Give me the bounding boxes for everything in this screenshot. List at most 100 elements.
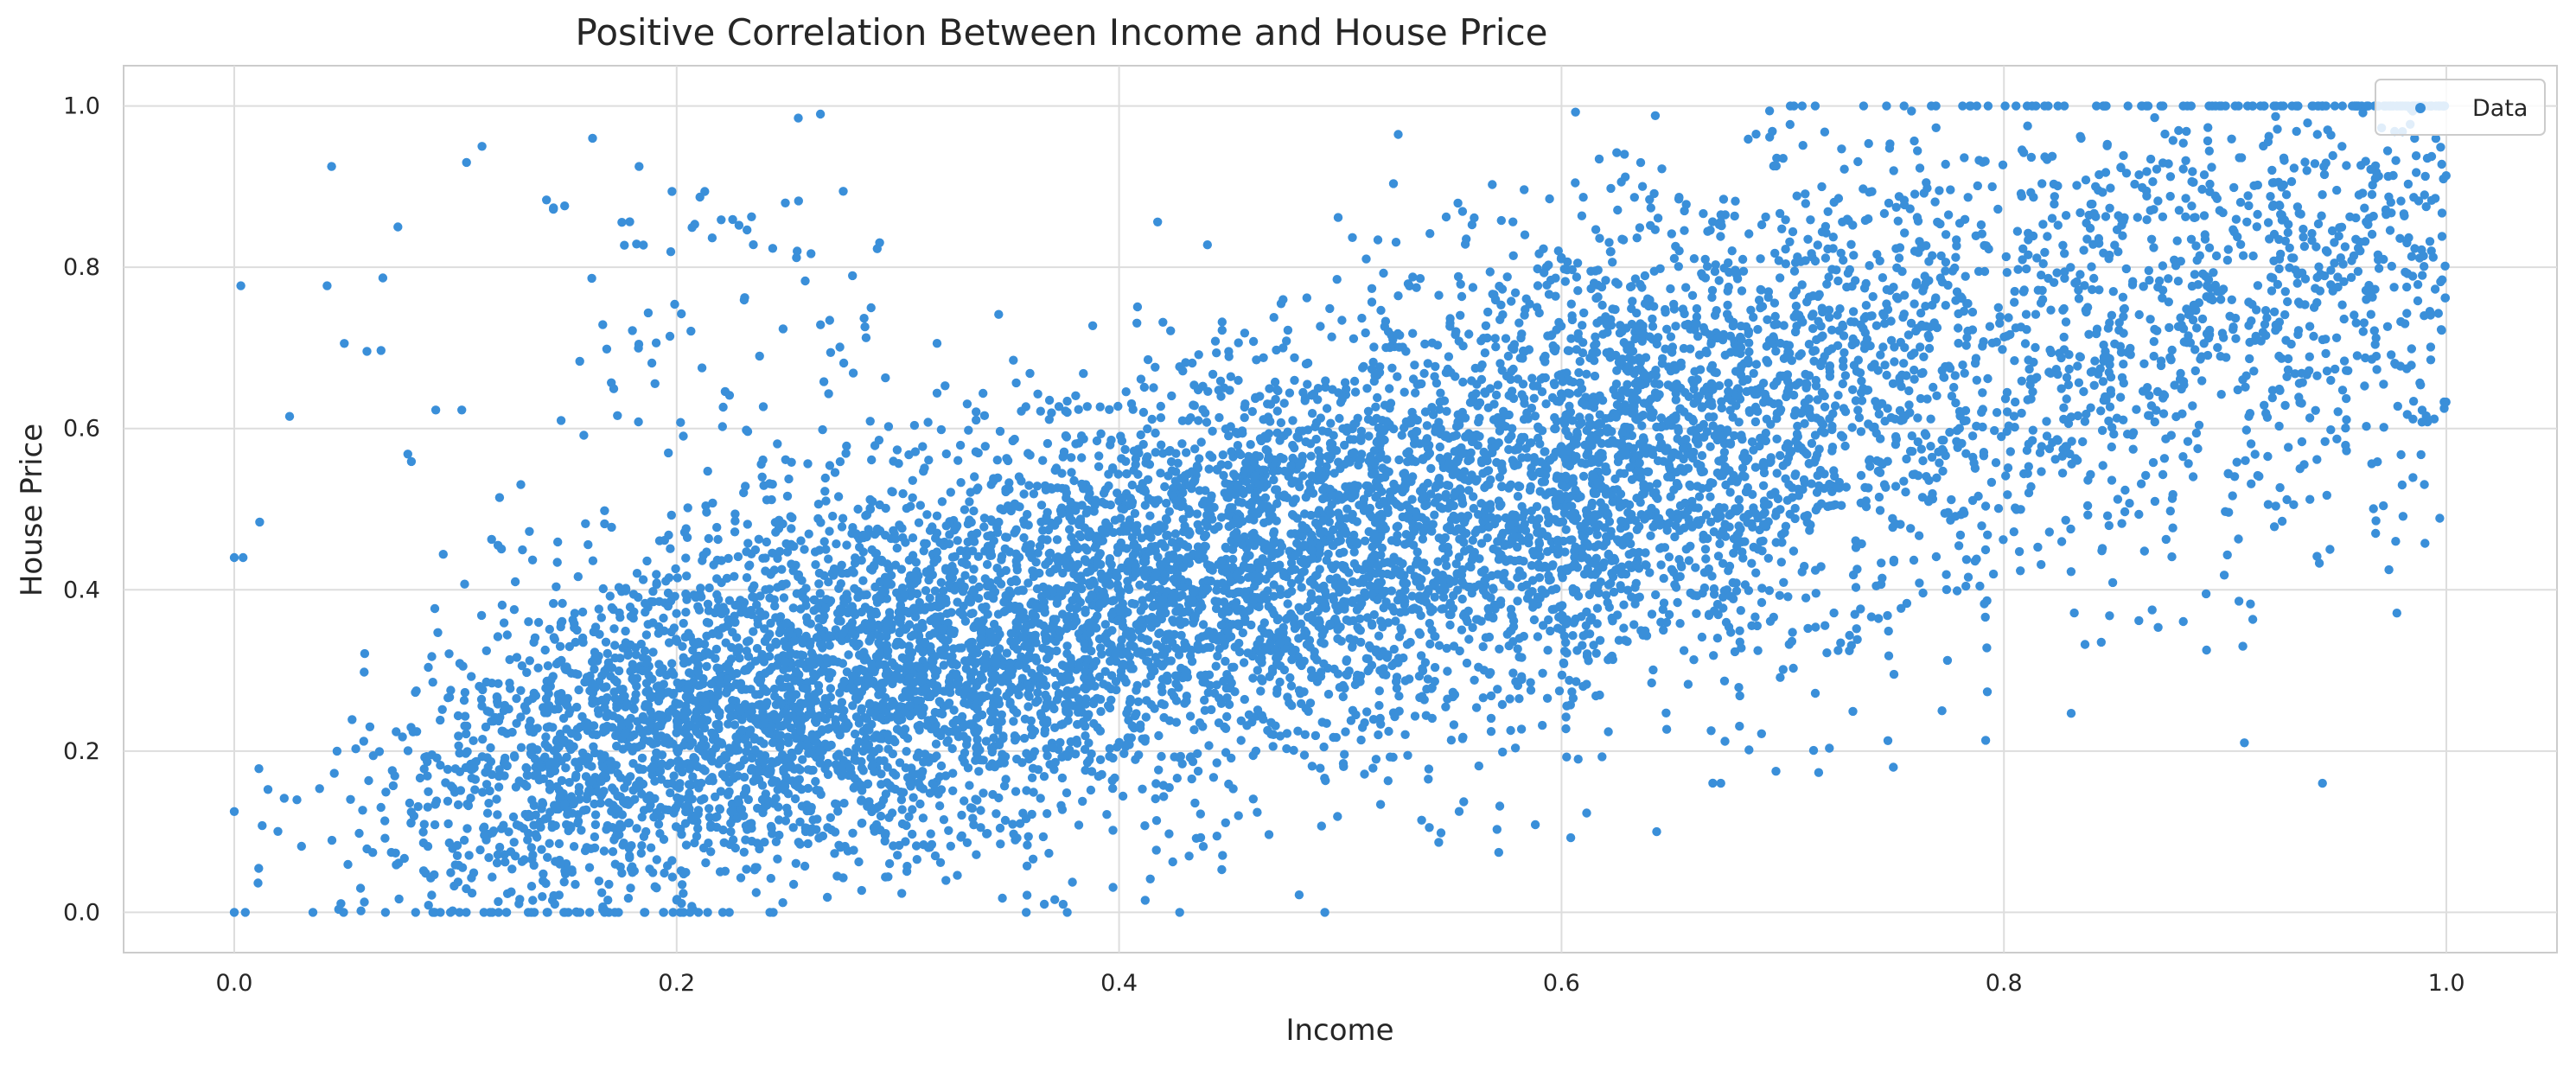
data-point	[1349, 376, 1360, 386]
data-point	[406, 807, 416, 817]
data-point	[2020, 339, 2031, 348]
data-point	[1839, 255, 1848, 265]
data-point	[2087, 262, 2096, 271]
data-point	[1895, 405, 1905, 416]
data-point	[1874, 492, 1884, 502]
data-point	[2058, 305, 2068, 315]
data-point	[2310, 159, 2320, 169]
data-point	[1993, 303, 2003, 312]
data-point	[1781, 474, 1790, 483]
data-point	[1470, 213, 1479, 223]
data-point	[1043, 438, 1053, 449]
data-point	[494, 679, 503, 688]
data-point	[2040, 247, 2050, 258]
data-point	[1845, 630, 1854, 641]
data-point	[1719, 676, 1730, 686]
data-point	[804, 529, 813, 539]
data-point	[2440, 261, 2450, 271]
data-point	[773, 785, 782, 794]
data-point	[636, 639, 646, 649]
data-point	[2267, 165, 2277, 175]
data-point	[2074, 285, 2083, 295]
data-point	[1528, 381, 1539, 391]
data-point	[1897, 603, 1906, 613]
data-point	[1067, 532, 1076, 542]
data-point	[1224, 699, 1234, 710]
data-point	[1268, 742, 1278, 751]
data-point	[1457, 291, 1467, 302]
data-point	[455, 908, 464, 917]
data-point	[1779, 577, 1789, 587]
data-point	[881, 692, 890, 703]
data-point	[681, 553, 691, 563]
data-point	[1151, 816, 1162, 826]
data-point	[1627, 592, 1636, 602]
data-point	[1878, 273, 1888, 283]
data-point	[360, 897, 369, 907]
data-point	[1337, 316, 1347, 325]
data-point	[1646, 220, 1655, 230]
data-point	[613, 411, 622, 420]
data-point	[1744, 229, 1754, 239]
data-point	[2181, 194, 2190, 203]
data-point	[1062, 641, 1072, 651]
data-point	[1738, 553, 1748, 563]
data-point	[1473, 510, 1483, 520]
data-point	[1779, 321, 1789, 330]
data-point	[2142, 215, 2152, 225]
data-point	[1236, 736, 1246, 745]
data-point	[2164, 274, 2173, 284]
data-point	[1915, 163, 1925, 173]
data-point	[1590, 356, 1599, 366]
data-point	[716, 787, 726, 796]
data-point	[788, 603, 798, 613]
data-point	[2118, 292, 2128, 302]
data-point	[1141, 712, 1151, 722]
data-point	[1859, 101, 1869, 111]
data-point	[1857, 376, 1866, 386]
data-point	[1534, 308, 1544, 318]
data-point	[1582, 369, 1591, 379]
data-point	[1394, 632, 1405, 641]
data-point	[1649, 302, 1659, 311]
data-point	[1713, 552, 1724, 561]
data-point	[1701, 554, 1711, 564]
data-point	[782, 547, 793, 557]
data-point	[968, 575, 978, 584]
data-point	[1797, 101, 1807, 111]
data-point	[1623, 507, 1633, 518]
data-point	[1349, 547, 1359, 557]
data-point	[2418, 271, 2427, 280]
data-point	[1067, 468, 1076, 477]
data-point	[2024, 462, 2033, 471]
data-point	[749, 581, 759, 590]
data-point	[1279, 665, 1290, 675]
data-point	[1716, 232, 1725, 241]
data-point	[1875, 457, 1884, 467]
data-point	[1825, 372, 1835, 381]
data-point	[677, 309, 686, 319]
data-point	[552, 582, 561, 591]
data-point	[1591, 648, 1601, 658]
data-point	[1417, 815, 1426, 825]
data-point	[360, 648, 370, 659]
data-point	[1434, 290, 1444, 300]
data-point	[631, 690, 641, 699]
data-point	[832, 800, 842, 809]
data-point	[1198, 842, 1208, 851]
data-point	[2001, 252, 2011, 262]
data-point	[1977, 521, 1986, 531]
data-point	[2320, 437, 2330, 446]
data-point	[545, 624, 554, 635]
data-point	[1184, 851, 1194, 861]
data-point	[1156, 561, 1166, 571]
data-point	[1033, 688, 1043, 698]
data-point	[993, 576, 1003, 585]
data-point	[1151, 794, 1160, 804]
data-point	[554, 839, 564, 849]
data-point	[2176, 368, 2185, 379]
data-point	[1426, 463, 1436, 474]
data-point	[2297, 437, 2307, 447]
data-point	[1913, 146, 1922, 156]
data-point	[1738, 266, 1749, 276]
